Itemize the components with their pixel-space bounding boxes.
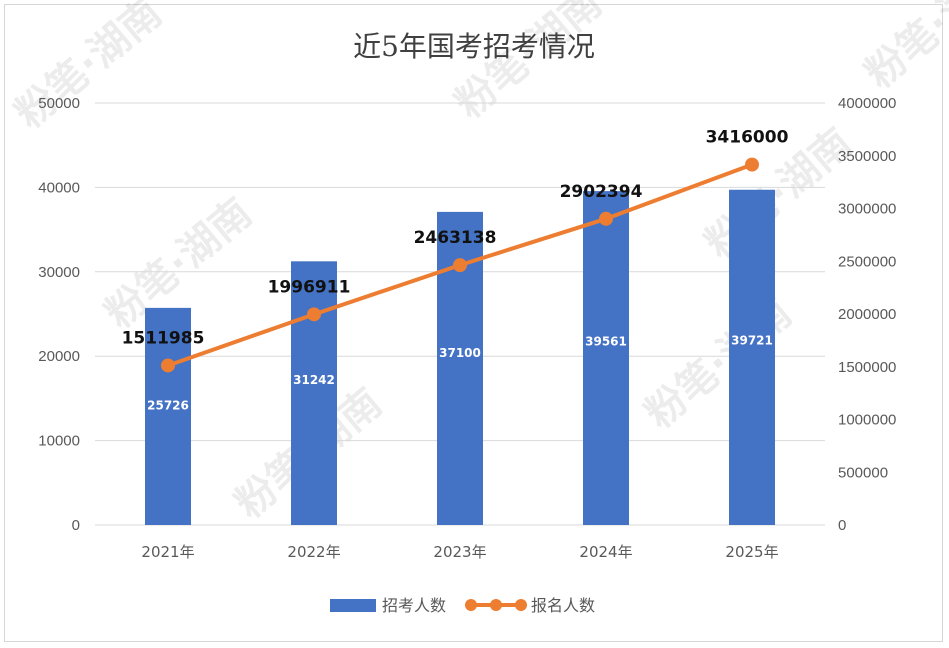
y-left-tick-label: 40000 [38, 179, 80, 196]
legend-swatch-marker [515, 599, 527, 611]
y-right-tick-label: 500000 [838, 464, 888, 481]
watermark-text: 粉笔·湖南 [7, 0, 171, 138]
legend-swatch-marker [465, 599, 477, 611]
y-right-tick-label: 3500000 [838, 148, 896, 165]
chart-title: 近5年国考招考情况 [353, 30, 595, 63]
bar-招考人数 [291, 261, 337, 525]
x-tick-label: 2022年 [287, 543, 340, 561]
legend-swatch-bar [330, 599, 376, 612]
bar-data-label: 39561 [585, 334, 627, 348]
bar-data-label: 37100 [439, 346, 481, 360]
bar-data-label: 25726 [147, 399, 189, 413]
bar-招考人数 [583, 191, 629, 525]
y-right-tick-label: 1000000 [838, 412, 896, 429]
x-tick-label: 2023年 [433, 543, 486, 561]
line-point [453, 258, 467, 273]
y-left-tick-label: 50000 [38, 95, 80, 112]
line-point [161, 358, 175, 373]
x-tick-label: 2021年 [141, 543, 194, 561]
y-right-tick-label: 3000000 [838, 201, 896, 218]
line-data-label: 1996911 [268, 277, 351, 297]
y-right-tick-label: 2500000 [838, 253, 896, 270]
legend-label: 报名人数 [531, 596, 595, 615]
bar-data-label: 31242 [293, 373, 335, 387]
watermark-text: 粉笔·湖南 [637, 290, 801, 438]
y-left-tick-label: 0 [72, 517, 80, 534]
bar-招考人数 [729, 189, 775, 525]
line-point [745, 157, 759, 172]
watermark-text: 粉笔·湖南 [447, 0, 611, 128]
x-tick-label: 2024年 [579, 543, 632, 561]
line-data-label: 2902394 [560, 182, 643, 202]
line-data-label: 3416000 [706, 128, 789, 148]
line-point [307, 307, 321, 322]
legend-swatch-marker [490, 599, 502, 611]
watermark-text: 粉笔·湖南 [857, 0, 949, 98]
y-right-tick-label: 0 [838, 517, 846, 534]
y-right-tick-label: 4000000 [838, 95, 896, 112]
line-data-label: 2463138 [414, 228, 497, 248]
y-right-tick-label: 1500000 [838, 359, 896, 376]
y-left-tick-label: 10000 [38, 433, 80, 450]
bar-招考人数 [145, 307, 191, 525]
y-left-tick-label: 30000 [38, 264, 80, 281]
y-right-tick-label: 2000000 [838, 306, 896, 323]
y-left-tick-label: 20000 [38, 348, 80, 365]
x-tick-label: 2025年 [725, 543, 778, 561]
legend-label: 招考人数 [382, 596, 446, 615]
line-data-label: 1511985 [122, 328, 205, 348]
line-point [599, 211, 613, 226]
bar-data-label: 39721 [731, 334, 773, 348]
